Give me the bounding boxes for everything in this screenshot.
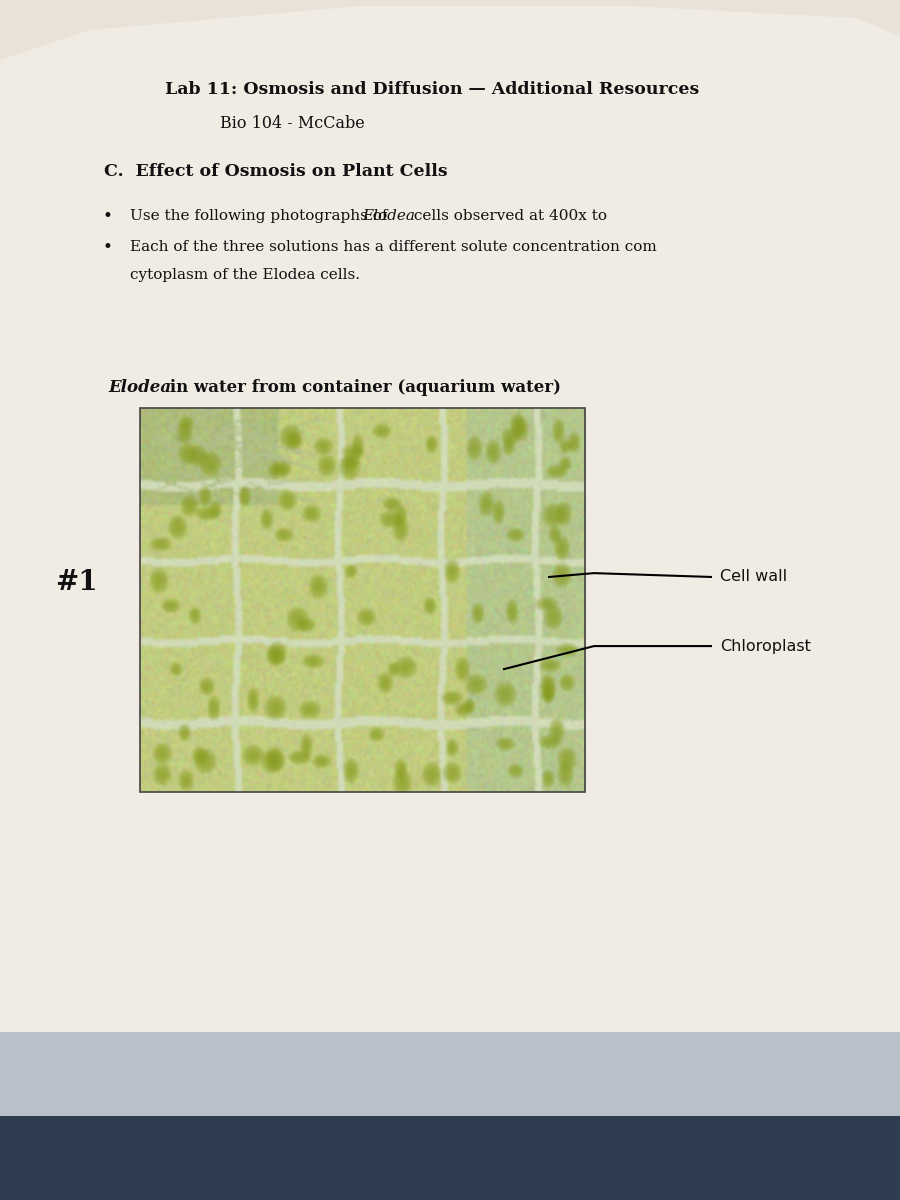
Text: Lab 11: Osmosis and Diffusion — Additional Resources: Lab 11: Osmosis and Diffusion — Addition…: [165, 82, 699, 98]
Polygon shape: [0, 0, 900, 60]
FancyBboxPatch shape: [0, 1020, 900, 1116]
Text: Chloroplast: Chloroplast: [720, 638, 811, 654]
Text: cytoplasm of the Elodea cells.: cytoplasm of the Elodea cells.: [130, 268, 361, 282]
Text: Elodea: Elodea: [108, 379, 171, 396]
FancyBboxPatch shape: [0, 1092, 900, 1200]
Text: •: •: [103, 238, 112, 256]
Text: Each of the three solutions has a different solute concentration com: Each of the three solutions has a differ…: [130, 240, 657, 254]
Text: •: •: [103, 206, 112, 226]
Text: #1: #1: [55, 569, 98, 595]
Text: Use the following photographs of: Use the following photographs of: [130, 209, 393, 223]
Polygon shape: [0, 0, 900, 1032]
Text: Elodea: Elodea: [363, 209, 416, 223]
Text: Bio 104 - McCabe: Bio 104 - McCabe: [220, 115, 365, 132]
Text: in water from container (aquarium water): in water from container (aquarium water): [164, 379, 561, 396]
Text: Cell wall: Cell wall: [720, 570, 788, 584]
Text: C.  Effect of Osmosis on Plant Cells: C. Effect of Osmosis on Plant Cells: [104, 163, 447, 180]
Text: cells observed at 400x to: cells observed at 400x to: [410, 209, 608, 223]
